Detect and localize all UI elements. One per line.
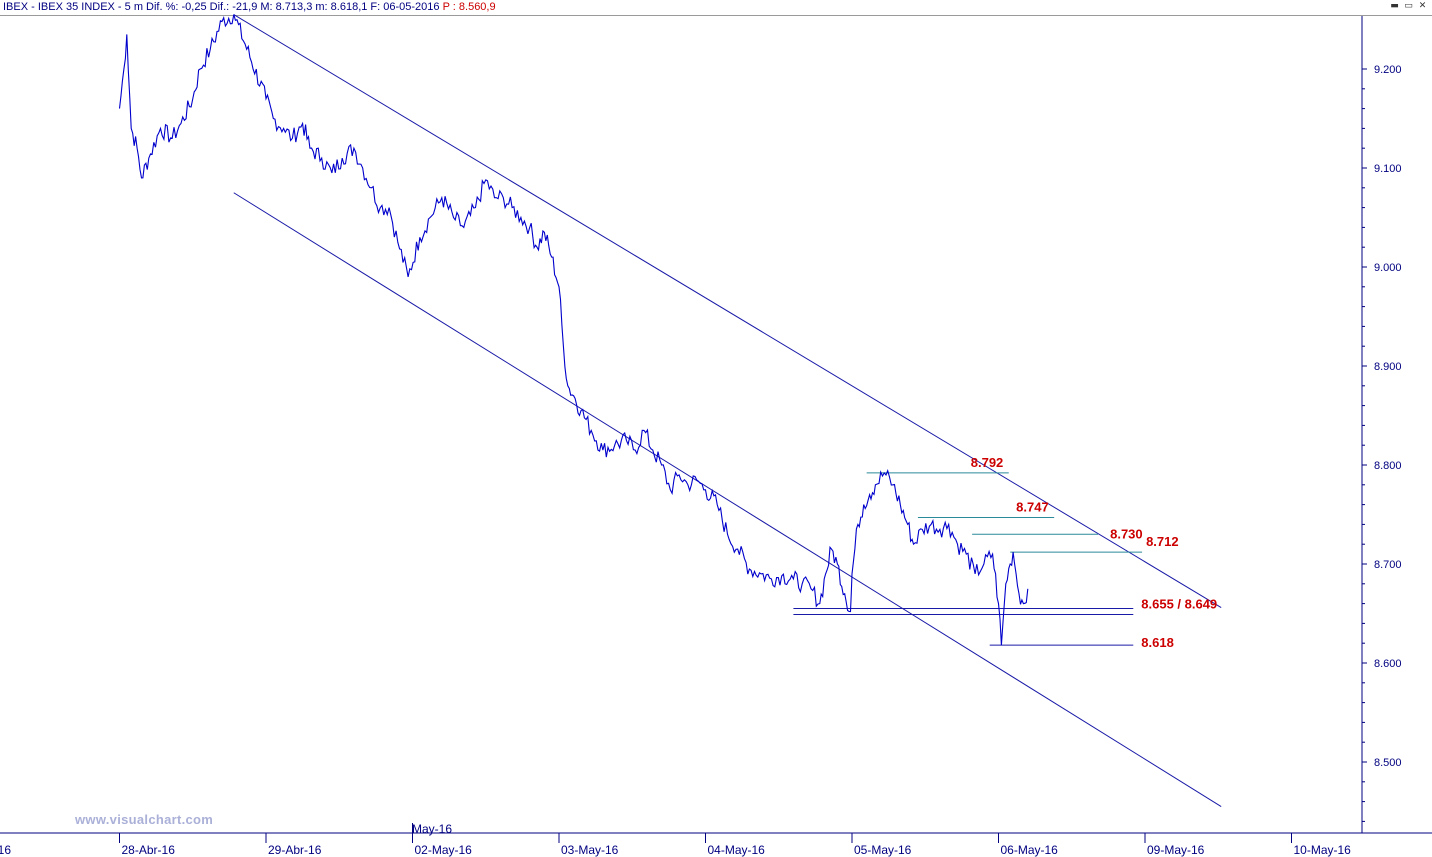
maximize-icon[interactable]: ▭ (1404, 1, 1413, 11)
x-tick-label: 28-Abr-16 (122, 843, 176, 857)
x-tick-label: 02-May-16 (415, 843, 473, 857)
level-label: 8.655 / 8.649 (1141, 597, 1217, 612)
y-tick-label: 8.900 (1374, 361, 1402, 373)
window-buttons: ▬ ▭ ✕ (1389, 1, 1428, 12)
x-tick-label: 06-May-16 (1001, 843, 1059, 857)
watermark: www.visualchart.com (75, 812, 214, 827)
x-tick-label: 10-May-16 (1294, 843, 1352, 857)
price-series-line (118, 14, 1029, 646)
level-label: 8.712 (1146, 534, 1179, 549)
x-tick-label: 04-May-16 (708, 843, 766, 857)
y-tick-label: 8.700 (1374, 559, 1402, 571)
month-marker-label: May-16 (412, 822, 453, 836)
level-label: 8.792 (971, 455, 1004, 470)
x-tick-label: Abr-16 (0, 843, 11, 857)
x-tick-label: 29-Abr-16 (268, 843, 322, 857)
channel-line (233, 14, 1222, 608)
level-label: 8.730 (1110, 526, 1143, 541)
y-tick-label: 8.600 (1374, 658, 1402, 670)
level-label: 8.618 (1141, 635, 1174, 650)
x-tick-label: 05-May-16 (854, 843, 912, 857)
y-tick-label: 8.800 (1374, 460, 1402, 472)
y-tick-label: 8.500 (1374, 757, 1402, 769)
x-tick-label: 09-May-16 (1147, 843, 1205, 857)
symbol-info-text: IBEX - IBEX 35 INDEX - 5 m Dif. %: -0,25… (3, 1, 440, 13)
symbol-info: IBEX - IBEX 35 INDEX - 5 m Dif. %: -0,25… (3, 0, 496, 15)
close-icon[interactable]: ✕ (1418, 1, 1427, 11)
last-price: P : 8.560,9 (442, 1, 496, 13)
chart-title-bar: IBEX - IBEX 35 INDEX - 5 m Dif. %: -0,25… (0, 0, 1432, 16)
y-tick-label: 9.000 (1374, 262, 1402, 274)
y-tick-label: 9.100 (1374, 163, 1402, 175)
y-tick-label: 9.200 (1374, 64, 1402, 76)
minimize-icon[interactable]: ▬ (1390, 1, 1399, 11)
x-tick-label: 03-May-16 (561, 843, 619, 857)
level-label: 8.747 (1016, 499, 1049, 514)
channel-line (233, 192, 1222, 807)
